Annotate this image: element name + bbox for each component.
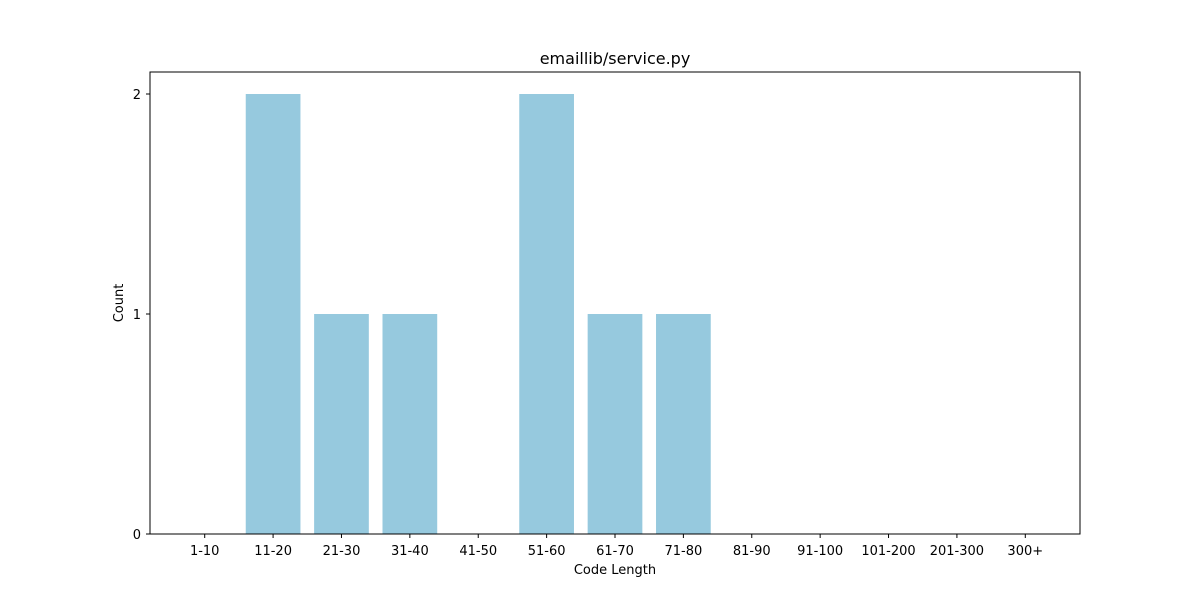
x-tick-label: 201-300 [930,544,984,559]
x-axis: 1-10 11-20 21-30 31-40 41-50 51-60 61-70 71-80 8… [190,534,1043,559]
x-tick-label: 31-40 [391,544,429,559]
x-tick-label: 51-60 [528,544,566,559]
x-tick-label: 11-20 [254,544,292,559]
x-tick-label: 71-80 [664,544,702,559]
x-tick-label: 21-30 [323,544,361,559]
y-tick-label: 2 [133,88,141,103]
x-tick-label: 91-100 [797,544,843,559]
x-axis-label: Code Length [574,563,656,578]
x-tick-label: 1-10 [190,544,220,559]
y-axis: 0 1 2 [133,88,150,543]
bar-71-80 [656,314,711,534]
bar-61-70 [587,314,643,534]
bar-51-60 [519,94,574,534]
y-tick-label: 0 [133,528,141,543]
x-tick-label: 101-200 [861,544,915,559]
bar-11-20 [245,94,301,534]
x-tick-label: 300+ [1007,544,1043,559]
bar-21-30 [314,314,369,534]
x-tick-label: 41-50 [459,544,497,559]
y-axis-label: Count [112,284,127,323]
y-tick-label: 1 [133,308,141,323]
chart-title: emaillib/service.py [540,49,691,68]
bar-31-40 [382,314,438,534]
x-tick-label: 81-90 [733,544,771,559]
x-tick-label: 61-70 [596,544,634,559]
bars-layer [245,94,711,534]
